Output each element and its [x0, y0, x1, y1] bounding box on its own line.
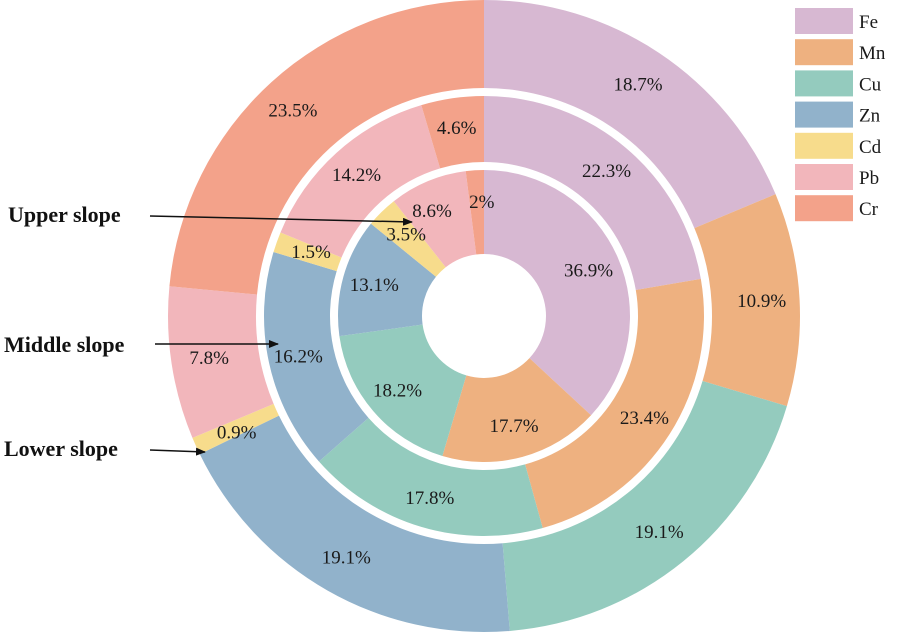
wedge-middle-slope-cd — [273, 232, 342, 272]
wedge-lower-slope-mn — [694, 194, 800, 407]
segment-labels: 36.9% 17.7% 18.2% 13.1% 3.5% 8.6% 2% 22.3% 23.4%… — [189, 75, 786, 569]
wedge-middle-slope-fe — [484, 96, 701, 290]
label-middle-slope-pb: 14.2% — [332, 165, 381, 186]
label-middle-slope-zn: 16.2% — [274, 346, 323, 367]
label-lower-slope-cr: 23.5% — [268, 100, 317, 121]
label-upper-slope-cr: 2% — [469, 192, 495, 213]
wedge-upper-slope-mn — [442, 358, 592, 463]
label-middle-slope-fe: 22.3% — [582, 161, 631, 182]
ring-label-middle-slope: Middle slope — [4, 332, 125, 357]
label-lower-slope-zn: 19.1% — [322, 547, 371, 568]
legend: Fe Mn Cu Zn Cd Pb Cr — [795, 8, 886, 222]
label-upper-slope-zn: 13.1% — [350, 275, 399, 296]
legend-swatch-cr — [795, 195, 853, 222]
label-upper-slope-pb: 8.6% — [412, 201, 452, 222]
wedge-lower-slope-fe — [484, 0, 776, 229]
legend-swatch-pb — [795, 164, 853, 190]
label-lower-slope-cd: 0.9% — [217, 422, 257, 443]
wedge-middle-slope-cu — [318, 417, 543, 536]
legend-label-cr: Cr — [859, 199, 879, 220]
ring-arrow-lower-slope — [149, 447, 206, 456]
wedge-upper-slope-pb — [393, 171, 477, 268]
wedge-lower-slope-cd — [192, 403, 279, 455]
legend-label-pb: Pb — [859, 168, 879, 189]
legend-swatch-cd — [795, 132, 853, 159]
legend-swatch-cu — [795, 70, 853, 97]
wedge-upper-slope-cu — [339, 324, 467, 456]
ring-arrow-upper-slope — [149, 215, 413, 226]
wedge-lower-slope-pb — [167, 286, 274, 438]
wedge-lower-slope-cr — [169, 0, 485, 295]
label-middle-slope-cu: 17.8% — [405, 488, 454, 509]
label-upper-slope-cd: 3.5% — [386, 225, 426, 246]
label-middle-slope-cd: 1.5% — [291, 242, 331, 263]
legend-swatch-zn — [795, 101, 853, 128]
label-lower-slope-pb: 7.8% — [189, 348, 229, 369]
legend-label-zn: Zn — [859, 106, 881, 127]
label-lower-slope-mn: 10.9% — [737, 291, 786, 312]
legend-swatch-mn — [795, 39, 853, 66]
legend-label-cd: Cd — [859, 137, 882, 158]
wedge-upper-slope-zn — [338, 223, 436, 337]
ring-label-upper-slope: Upper slope — [8, 202, 121, 227]
legend-label-cu: Cu — [859, 74, 882, 95]
wedge-upper-slope-cr — [465, 170, 484, 255]
label-upper-slope-cu: 18.2% — [373, 380, 422, 401]
wedge-lower-slope-zn — [199, 415, 510, 632]
wedge-upper-slope-fe — [484, 170, 631, 416]
label-lower-slope-fe: 18.7% — [614, 75, 663, 96]
legend-swatch-fe — [795, 8, 853, 34]
wedge-lower-slope-cu — [502, 380, 787, 631]
legend-label-fe: Fe — [859, 12, 878, 33]
donut-rings — [167, 0, 800, 632]
label-middle-slope-mn: 23.4% — [620, 408, 669, 429]
label-upper-slope-mn: 17.7% — [490, 416, 539, 437]
ring-label-lower-slope: Lower slope — [4, 436, 118, 461]
label-upper-slope-fe: 36.9% — [564, 260, 613, 281]
label-lower-slope-cu: 19.1% — [635, 522, 684, 543]
wedge-upper-slope-cd — [370, 201, 446, 277]
label-middle-slope-cr: 4.6% — [437, 118, 477, 139]
wedge-middle-slope-cr — [421, 96, 484, 169]
ring-labels: Upper slope Middle slope Lower slope — [4, 202, 413, 461]
legend-label-mn: Mn — [859, 43, 886, 64]
wedge-middle-slope-mn — [525, 278, 704, 529]
wedge-middle-slope-zn — [263, 251, 369, 462]
